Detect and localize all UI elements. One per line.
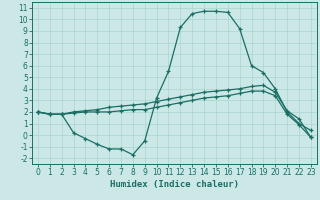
- X-axis label: Humidex (Indice chaleur): Humidex (Indice chaleur): [110, 180, 239, 189]
